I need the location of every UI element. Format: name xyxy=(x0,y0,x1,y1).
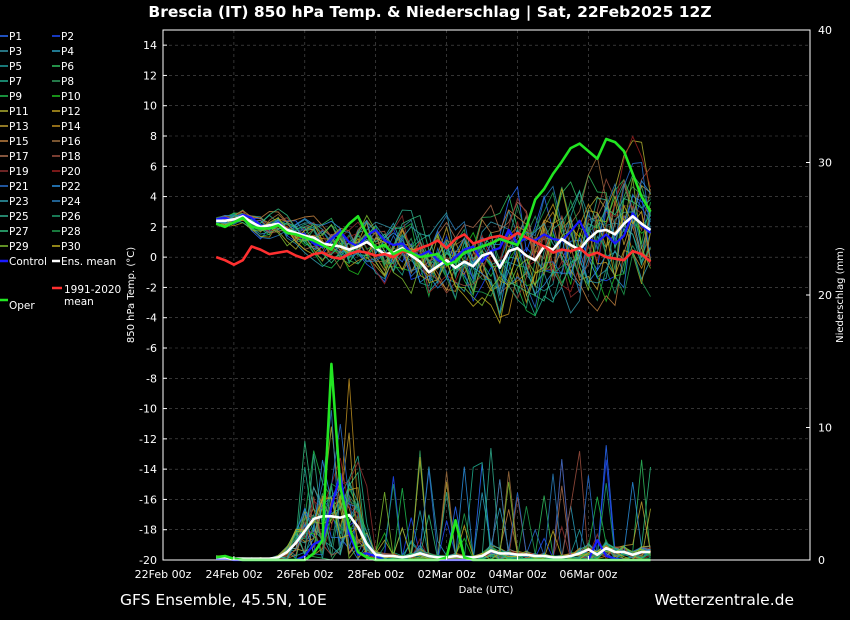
legend-label: P2 xyxy=(61,31,74,43)
oper-precip-line xyxy=(215,362,651,562)
legend-label: P19 xyxy=(9,166,29,178)
member-temp-line xyxy=(216,211,651,294)
x-tick-label: 22Feb 00z xyxy=(135,568,192,581)
y2-tick-label: 0 xyxy=(818,554,825,567)
x-tick-label: 24Feb 00z xyxy=(206,568,263,581)
y-tick-label: 0 xyxy=(150,251,157,264)
member-temp-line xyxy=(216,167,651,300)
y2-tick-label: 40 xyxy=(818,24,832,37)
ens-mean-precip-line xyxy=(216,513,651,561)
y-tick-label: -10 xyxy=(139,403,157,416)
main-series-lines xyxy=(215,137,652,562)
legend-label: P16 xyxy=(61,136,81,148)
legend-label: P30 xyxy=(61,241,81,253)
legend-label: P15 xyxy=(9,136,29,148)
y-tick-label: -18 xyxy=(139,524,157,537)
y-tick-label: 10 xyxy=(143,100,157,113)
y-tick-label: -14 xyxy=(139,463,157,476)
legend-label: P28 xyxy=(61,226,81,238)
member-precip-line xyxy=(216,457,651,561)
x-axis-label: Date (UTC) xyxy=(459,585,514,596)
member-precip-line xyxy=(216,432,651,560)
x-tick-label: 26Feb 00z xyxy=(276,568,333,581)
y-tick-label: 14 xyxy=(143,39,157,52)
grid xyxy=(162,30,810,561)
legend-label: Ens. mean xyxy=(61,256,116,268)
y-tick-label: 2 xyxy=(150,221,157,234)
legend-label: P14 xyxy=(61,121,81,133)
legend-label: P11 xyxy=(9,106,29,118)
legend-label: P13 xyxy=(9,121,29,133)
x-tick-label: 28Feb 00z xyxy=(347,568,404,581)
legend-label: P21 xyxy=(9,181,29,193)
legend-label: P17 xyxy=(9,151,29,163)
legend-label-climatology-line2: mean xyxy=(64,296,94,308)
member-temp-line xyxy=(216,197,651,299)
y2-tick-label: 10 xyxy=(818,422,832,435)
legend-label: P25 xyxy=(9,211,29,223)
legend-label: P22 xyxy=(61,181,81,193)
legend-label: P10 xyxy=(61,91,81,103)
legend-label: P8 xyxy=(61,76,74,88)
member-precip-line xyxy=(216,426,651,561)
y-tick-label: -8 xyxy=(146,372,157,385)
y-tick-label: 8 xyxy=(150,130,157,143)
y-tick-label: -4 xyxy=(146,312,157,325)
member-temp-line xyxy=(216,182,651,297)
legend-label: P4 xyxy=(61,46,74,58)
legend-label: Control xyxy=(9,256,47,268)
y2-tick-label: 30 xyxy=(818,157,832,170)
legend-label: P18 xyxy=(61,151,81,163)
y-tick-label: -2 xyxy=(146,281,157,294)
legend-label: P1 xyxy=(9,31,22,43)
legend-label: P29 xyxy=(9,241,29,253)
1991-2020-mean-line xyxy=(215,231,652,267)
legend-label: P24 xyxy=(61,196,81,208)
y2-axis-label: Niederschlag (mm) xyxy=(835,247,846,343)
plot-frame xyxy=(162,29,811,561)
legend-label: P6 xyxy=(61,61,74,73)
footer-source: Wetterzentrale.de xyxy=(654,591,794,609)
x-tick-label: 02Mar 00z xyxy=(418,568,476,581)
member-precip-line xyxy=(216,424,651,561)
chart-title: Brescia (IT) 850 hPa Temp. & Niederschla… xyxy=(148,3,711,22)
legend-label: P20 xyxy=(61,166,81,178)
member-temp-line xyxy=(216,189,651,297)
legend-label: P26 xyxy=(61,211,81,223)
axes: 14121086420-2-4-6-8-10-12-14-16-18-2022F… xyxy=(135,24,832,581)
legend-label: P23 xyxy=(9,196,29,208)
y-tick-label: -20 xyxy=(139,554,157,567)
legend-label-oper: Oper xyxy=(9,300,35,312)
legend-label-climatology: 1991-2020 xyxy=(64,284,121,296)
y-tick-label: -16 xyxy=(139,493,157,506)
y-axis-label: 850 hPa Temp. (°C) xyxy=(126,247,137,343)
y-tick-label: 12 xyxy=(143,69,157,82)
y-tick-label: -12 xyxy=(139,433,157,446)
legend-label: P3 xyxy=(9,46,22,58)
legend-label: P7 xyxy=(9,76,22,88)
x-tick-label: 06Mar 00z xyxy=(559,568,617,581)
y2-tick-label: 20 xyxy=(818,289,832,302)
member-precip-line xyxy=(216,441,651,561)
legend-label: P9 xyxy=(9,91,22,103)
legend: P1 P2 P3 P4 P5 P6 P7 P8 P9 P10 P11 P12 P13 P14 P15 P16 P… xyxy=(0,31,121,312)
y-tick-label: 6 xyxy=(150,160,157,173)
x-tick-label: 04Mar 00z xyxy=(489,568,547,581)
member-temp-lines xyxy=(215,135,651,325)
member-temp-line xyxy=(216,207,651,312)
y-tick-label: 4 xyxy=(150,191,157,204)
legend-label: P27 xyxy=(9,226,29,238)
y-tick-label: -6 xyxy=(146,342,157,355)
legend-label: P12 xyxy=(61,106,81,118)
footer-model-info: GFS Ensemble, 45.5N, 10E xyxy=(120,591,327,609)
oper-line xyxy=(215,137,652,267)
legend-label: P5 xyxy=(9,61,22,73)
